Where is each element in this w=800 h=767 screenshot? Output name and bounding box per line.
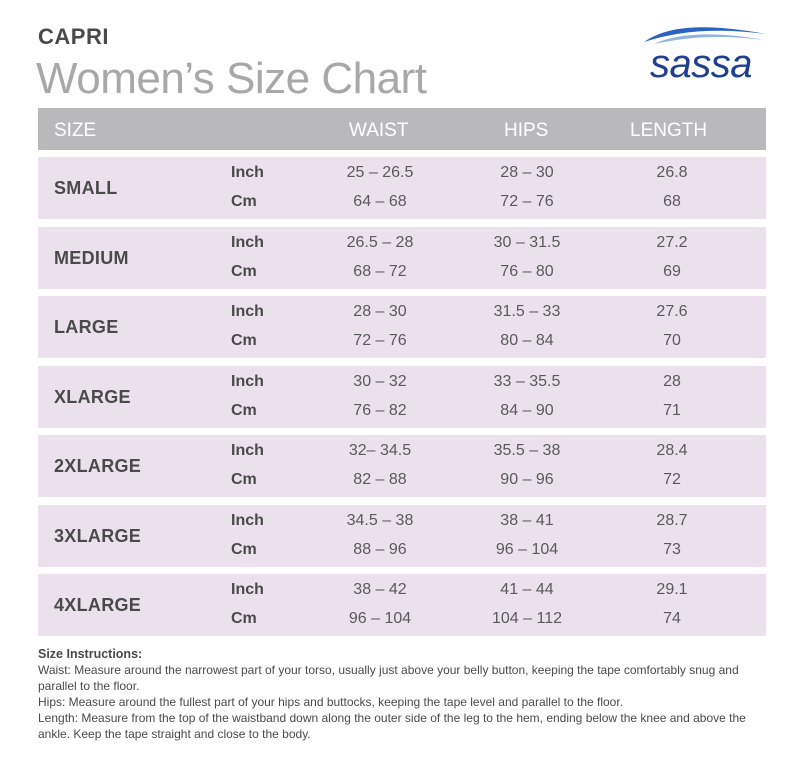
table-row: SMALL Inch Cm 25 – 26.5 64 – 68 28 – 30 72 – 7… (38, 157, 766, 219)
table-header: SIZE WAIST HIPS LENGTH (38, 108, 766, 150)
size-label: 2XLARGE (54, 456, 142, 476)
instruction-hips: Hips: Measure around the fullest part of… (38, 695, 624, 709)
waist-cm: 76 – 82 (353, 401, 407, 419)
hips-cm: 80 – 84 (500, 332, 554, 349)
size-instructions: Size Instructions: Waist: Measure around… (38, 646, 768, 742)
hips-inch: 31.5 – 33 (493, 303, 561, 320)
size-label: XLARGE (54, 386, 131, 407)
hips-inch: 30 – 31.5 (493, 233, 561, 251)
waist-cm: 82 – 88 (353, 471, 407, 488)
unit-cm-label: Cm (231, 332, 257, 349)
waist-inch: 26.5 – 28 (346, 233, 414, 251)
waist-inch: 32– 34.5 (348, 442, 412, 459)
unit-cm-label: Cm (231, 540, 257, 558)
hips-cm: 72 – 76 (500, 193, 554, 210)
table-row: 4XLARGE Inch Cm 38 – 42 96 – 104 41 – 44 104 –… (38, 574, 766, 636)
hips-inch: 28 – 30 (500, 164, 554, 181)
waist-cm: 64 – 68 (353, 193, 407, 210)
waist-cm: 96 – 104 (348, 610, 412, 627)
hips-cm: 104 – 112 (492, 610, 562, 627)
unit-cm-label: Cm (231, 262, 257, 280)
length-cm: 69 (663, 262, 681, 280)
waist-inch: 28 – 30 (353, 303, 407, 320)
size-label: MEDIUM (54, 247, 129, 268)
header-hips: HIPS (504, 120, 549, 141)
unit-inch-label: Inch (231, 372, 264, 390)
header-size: SIZE (54, 120, 97, 141)
table-row: 3XLARGE Inch Cm 34.5 – 38 88 – 96 38 – 41 96 –… (38, 504, 766, 567)
table-row: 2XLARGE Inch Cm 32– 34.5 82 – 88 35.5 – 38 90 … (38, 435, 766, 497)
unit-inch-label: Inch (231, 164, 264, 181)
hips-inch: 38 – 41 (500, 511, 554, 529)
length-cm: 70 (663, 332, 681, 349)
wave-icon (644, 27, 766, 44)
unit-inch-label: Inch (231, 303, 264, 320)
length-inch: 26.8 (656, 164, 688, 181)
size-label: 4XLARGE (54, 595, 142, 615)
unit-inch-label: Inch (231, 442, 264, 459)
hips-inch: 41 – 44 (500, 581, 554, 598)
hips-cm: 96 – 104 (495, 540, 559, 558)
length-cm: 72 (663, 471, 681, 488)
size-label: LARGE (54, 317, 119, 337)
hips-inch: 35.5 – 38 (493, 442, 561, 459)
length-cm: 71 (663, 401, 681, 419)
size-label: SMALL (54, 178, 118, 198)
waist-inch: 30 – 32 (353, 372, 407, 390)
length-inch: 28.7 (656, 511, 688, 529)
size-label: 3XLARGE (54, 525, 142, 546)
page-title: Women’s Size Chart (36, 54, 427, 103)
hips-inch: 33 – 35.5 (493, 372, 561, 390)
length-inch: 28 (663, 372, 681, 390)
unit-cm-label: Cm (231, 471, 257, 488)
unit-cm-label: Cm (231, 610, 257, 627)
instruction-length: Length: Measure from the top of the wais… (38, 711, 746, 741)
waist-cm: 88 – 96 (353, 540, 407, 558)
length-inch: 28.4 (656, 442, 688, 459)
unit-cm-label: Cm (231, 193, 257, 210)
product-name: CAPRI (38, 24, 109, 49)
length-cm: 74 (663, 610, 681, 627)
length-inch: 27.6 (656, 303, 688, 320)
length-cm: 68 (663, 193, 681, 210)
hips-cm: 90 – 96 (500, 471, 554, 488)
header-length: LENGTH (630, 120, 708, 141)
instruction-waist: Waist: Measure around the narrowest part… (38, 663, 739, 693)
table-row: XLARGE Inch Cm 30 – 32 76 – 82 33 – 35.5 84 – … (38, 365, 766, 428)
waist-inch: 25 – 26.5 (346, 164, 414, 181)
length-cm: 73 (663, 540, 681, 558)
length-inch: 29.1 (656, 581, 688, 598)
brand-logo: sassa (640, 20, 770, 86)
table-row: LARGE Inch Cm 28 – 30 72 – 76 31.5 – 33 80 – 8… (38, 296, 766, 358)
waist-cm: 72 – 76 (353, 332, 407, 349)
unit-cm-label: Cm (231, 401, 257, 419)
hips-cm: 84 – 90 (500, 401, 554, 419)
instructions-heading: Size Instructions: (38, 647, 143, 661)
table-row: MEDIUM Inch Cm 26.5 – 28 68 – 72 30 – 31.5 76 … (38, 226, 766, 289)
header-waist: WAIST (349, 120, 409, 141)
waist-inch: 34.5 – 38 (346, 511, 414, 529)
unit-inch-label: Inch (231, 581, 264, 598)
brand-wordmark: sassa (650, 42, 753, 86)
length-inch: 27.2 (656, 233, 688, 251)
unit-inch-label: Inch (231, 511, 264, 529)
hips-cm: 76 – 80 (500, 262, 554, 280)
waist-inch: 38 – 42 (353, 581, 407, 598)
unit-inch-label: Inch (231, 233, 264, 251)
waist-cm: 68 – 72 (353, 262, 407, 280)
